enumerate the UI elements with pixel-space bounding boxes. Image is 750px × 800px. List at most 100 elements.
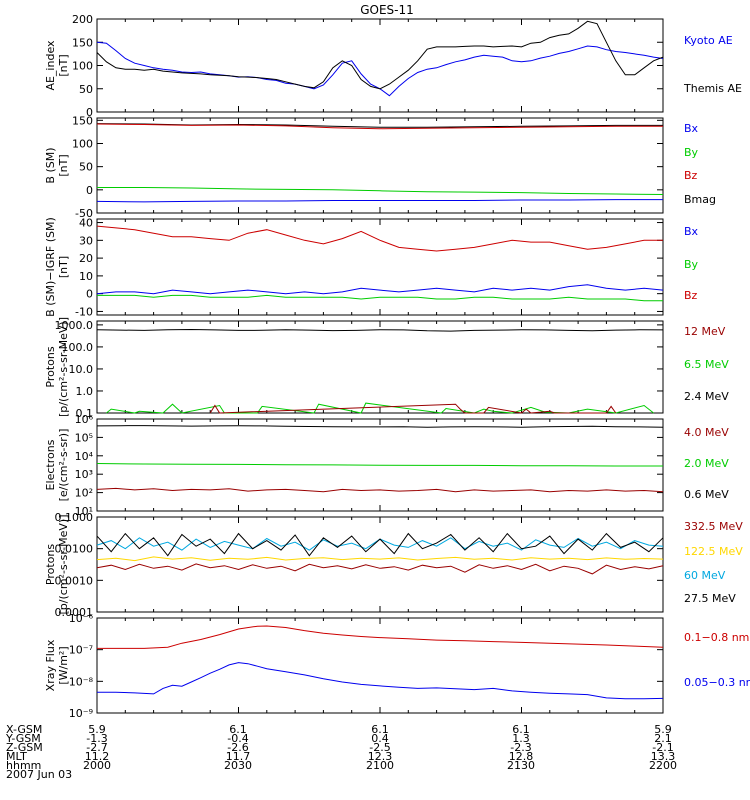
y-axis-label: B (SM) xyxy=(44,147,57,183)
y-tick-label: -50 xyxy=(75,207,93,220)
x-axis-ephemeris: X-GSM 5.9 6.1 6.1 6.1 5.9 Y-GSM -1.3 -0.4 0.4 1.3 2… xyxy=(5,723,677,781)
legend-entry: 332.5 MeV xyxy=(684,520,743,533)
y-tick-label: 40 xyxy=(79,217,93,230)
series-line-6-2 xyxy=(96,532,664,557)
y-tick-label: 200 xyxy=(72,13,93,26)
y-axis-label: AE_index xyxy=(44,40,57,91)
y-axis-label: [nT] xyxy=(57,256,70,278)
legend-entry: 2.4 MeV xyxy=(684,390,729,403)
y-axis-label: B (SM)−IGRF (SM) xyxy=(44,217,57,317)
ephemeris-value: 11.7 xyxy=(226,750,251,763)
y-axis-label: [e/(cm²-s-sr)] xyxy=(57,429,70,502)
ephemeris-row-label: X-GSM xyxy=(6,723,42,736)
series-line-4-1 xyxy=(96,328,664,332)
y-axis-label: Protons xyxy=(44,346,57,387)
legend-entry: Bz xyxy=(684,169,698,182)
legend-entry: Bx xyxy=(684,122,699,135)
series-line-4-3 xyxy=(209,403,617,414)
panel-4: 0.1 1.0 10.0 100.0 1000.0 Protons [p/(cm²-s-sr… xyxy=(44,317,729,420)
y-tick-label: 0.1000 xyxy=(55,511,94,524)
panel-2: -50 0 50 100 150 B (SM) [nT] Bx By Bz Bmag xyxy=(44,114,716,220)
ephemeris-row-label: hhmm xyxy=(6,759,41,772)
ephemeris-value: -2.3 xyxy=(510,741,531,754)
chart-title: GOES-11 xyxy=(360,3,414,17)
legend-entry: 0.6 MeV xyxy=(684,488,729,501)
ephemeris-value: -2.7 xyxy=(86,741,107,754)
y-tick-label: 20 xyxy=(79,252,93,265)
series-line-2-2 xyxy=(96,123,663,130)
y-tick-label: 10³ xyxy=(75,468,93,481)
y-tick-label: 150 xyxy=(72,114,93,127)
ephemeris-value: -0.4 xyxy=(227,732,248,745)
panel-frame xyxy=(96,516,664,613)
legend-entry: By xyxy=(684,146,699,159)
ephemeris-value: 12.8 xyxy=(509,750,534,763)
y-tick-label: 100 xyxy=(72,137,93,150)
y-tick-label: 30 xyxy=(79,234,93,247)
panel-frame xyxy=(96,617,664,714)
y-tick-label: 10⁵ xyxy=(75,431,93,444)
y-axis-label: Electrons xyxy=(44,439,57,490)
legend-entry: By xyxy=(684,258,699,271)
legend-entry: Themis AE xyxy=(683,82,742,95)
panel-frame xyxy=(96,117,664,214)
series-line-5-3 xyxy=(96,487,664,493)
ephemeris-value: 2030 xyxy=(224,759,252,772)
ephemeris-value: 2100 xyxy=(366,759,394,772)
legend-entry: 122.5 MeV xyxy=(684,545,743,558)
series-line-2-3 xyxy=(97,187,664,195)
ephemeris-value: -2.6 xyxy=(227,741,248,754)
ephemeris-value: 12.3 xyxy=(368,750,393,763)
y-tick-label: 50 xyxy=(79,161,93,174)
y-axis-label: [nT] xyxy=(57,154,70,176)
legend-entry: 12 MeV xyxy=(684,325,726,338)
y-axis-label: [p/(cm²-s-sr-MeV)] xyxy=(57,317,70,417)
ephemeris-value: 6.1 xyxy=(371,723,389,736)
y-axis-label: Xray Flux xyxy=(44,639,57,691)
panel-frame xyxy=(96,320,664,414)
series-line-3-1 xyxy=(96,225,663,252)
y-tick-label: 1.0 xyxy=(76,385,94,398)
ephemeris-value: 2200 xyxy=(649,759,677,772)
legend-entry: Bmag xyxy=(684,193,716,206)
y-axis-label: [W/m²] xyxy=(57,646,70,684)
legend-entry: 60 MeV xyxy=(684,569,726,582)
series-line-2-4 xyxy=(96,199,663,203)
y-tick-label: 150 xyxy=(72,36,93,49)
y-tick-label: 10⁻⁷ xyxy=(69,644,93,657)
panel-3: -10 0 10 20 30 40 B (SM)−IGRF (SM) [nT] Bx By Bz xyxy=(44,217,699,319)
legend-entry: 27.5 MeV xyxy=(684,592,736,605)
panel-frame xyxy=(96,18,664,113)
y-tick-label: -10 xyxy=(75,305,93,318)
panel-frame xyxy=(96,218,664,316)
series-line-5-1 xyxy=(96,425,664,428)
y-tick-label: 0 xyxy=(86,184,93,197)
legend-entry: Kyoto AE xyxy=(684,34,733,47)
date-label: 2007 Jun 03 xyxy=(6,768,72,781)
series-line-7-1 xyxy=(97,625,664,649)
ephemeris-value: -2.5 xyxy=(369,741,390,754)
ephemeris-value: 5.9 xyxy=(654,723,672,736)
panel-7: 10⁻⁹ 10⁻⁸ 10⁻⁷ 10⁻⁶ Xray Flux [W/m²] 0.1−0.8 n… xyxy=(44,612,750,720)
legend-entry: Bx xyxy=(684,225,699,238)
series-line-1-1 xyxy=(96,41,664,97)
y-tick-label: 10⁴ xyxy=(75,450,94,463)
legend-entry: 0.1−0.8 nm xyxy=(684,631,749,644)
legend-entry: 0.05−0.3 nm xyxy=(684,676,750,689)
legend-entry: Bz xyxy=(684,289,698,302)
ephemeris-value: 5.9 xyxy=(88,723,106,736)
ephemeris-value: 2.1 xyxy=(654,732,672,745)
y-tick-label: 0.0010 xyxy=(55,574,94,587)
y-axis-label: [p/(cm²-s-sr-MeV)] xyxy=(57,515,70,615)
ephemeris-value: 2130 xyxy=(507,759,535,772)
y-tick-label: 0.0100 xyxy=(55,543,94,556)
ephemeris-row-label: Y-GSM xyxy=(5,732,41,745)
y-tick-label: 10⁻⁶ xyxy=(69,612,94,625)
series-line-5-2 xyxy=(96,463,663,467)
series-line-6-4 xyxy=(96,563,664,575)
ephemeris-value: 11.2 xyxy=(85,750,110,763)
ephemeris-value: -2.1 xyxy=(652,741,673,754)
series-line-7-2 xyxy=(97,662,664,700)
y-axis-label: [nT] xyxy=(57,54,70,76)
panel-1: 0 50 100 150 200 AE_index [nT] Kyoto AE Themis A… xyxy=(44,13,742,119)
